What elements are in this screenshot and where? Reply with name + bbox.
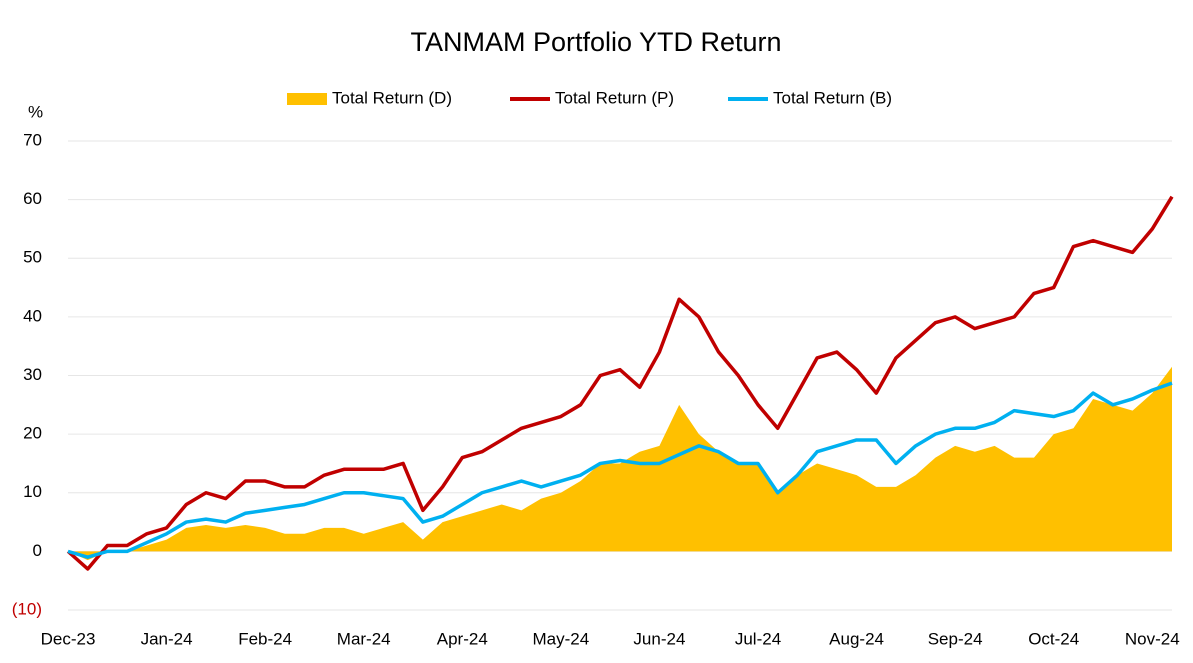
x-tick-label: Feb-24: [238, 629, 292, 648]
y-tick-label: 20: [23, 424, 42, 443]
x-tick-label: Mar-24: [337, 629, 391, 648]
y-tick-label: 50: [23, 248, 42, 267]
x-tick-label: May-24: [533, 629, 590, 648]
line: [67, 381, 1173, 559]
y-tick-label: 40: [23, 306, 42, 325]
y-tick-label: (10): [12, 599, 42, 618]
y-unit: %: [28, 102, 43, 121]
legend-label: Total Return (D): [332, 88, 452, 107]
x-tick-label: Aug-24: [829, 629, 884, 648]
chart-title: TANMAM Portfolio YTD Return: [410, 27, 781, 57]
y-tick-label: 70: [23, 130, 42, 149]
y-tick-label: 0: [33, 541, 42, 560]
x-tick-label: Dec-23: [41, 629, 96, 648]
legend-label: Total Return (P): [555, 88, 674, 107]
x-tick-label: Apr-24: [437, 629, 488, 648]
y-tick-label: 60: [23, 189, 42, 208]
y-tick-label: 30: [23, 365, 42, 384]
x-tick-label: Oct-24: [1028, 629, 1079, 648]
area: [68, 366, 1172, 561]
x-tick-label: Sep-24: [928, 629, 983, 648]
x-tick-label: Jun-24: [633, 629, 685, 648]
line: [66, 195, 1174, 571]
y-tick-label: 10: [23, 482, 42, 501]
legend-label: Total Return (B): [773, 88, 892, 107]
x-tick-label: Jul-24: [735, 629, 781, 648]
x-tick-label: Jan-24: [141, 629, 193, 648]
x-tick-label: Nov-24: [1125, 629, 1180, 648]
legend-swatch: [287, 93, 327, 105]
